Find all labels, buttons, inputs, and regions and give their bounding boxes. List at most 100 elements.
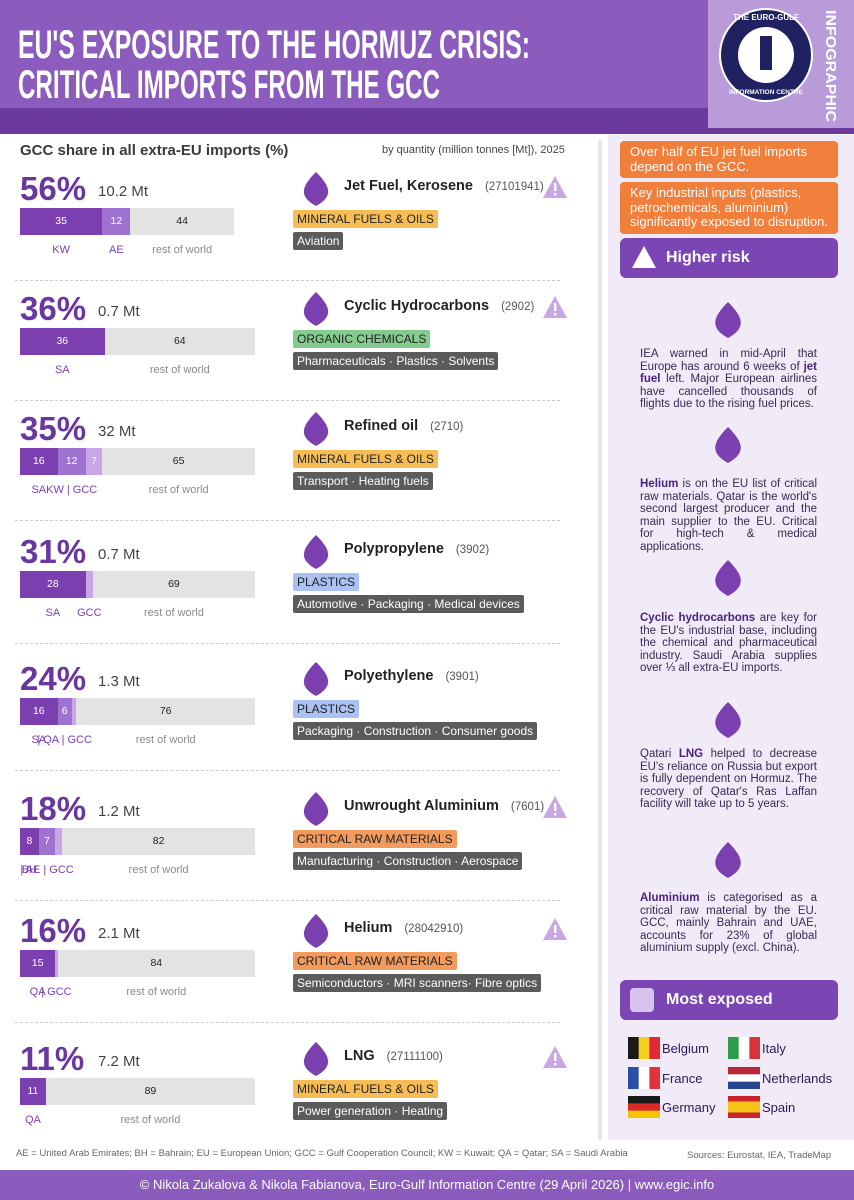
risk-text-bold: Helium xyxy=(640,478,679,490)
bar-segment xyxy=(85,571,93,598)
flag xyxy=(728,1096,760,1118)
category-tag: PLASTICS xyxy=(293,573,360,591)
bar-segment: 84 xyxy=(57,950,255,977)
risk-text-run: left. Major European airlines have cance… xyxy=(640,373,817,410)
title-line: EU'S EXPOSURE TO THE HORMUZ CRISIS: xyxy=(18,23,530,67)
risk-text-bold: LNG xyxy=(678,748,704,760)
flag-stripe xyxy=(638,1066,650,1089)
segment-caption: rest of world xyxy=(126,986,187,998)
category-tag: MINERAL FUELS & OILS xyxy=(293,1080,438,1098)
share: 18% xyxy=(20,790,87,827)
bar-segment: 6 xyxy=(57,698,72,725)
share: 35% xyxy=(20,410,87,447)
separator xyxy=(15,1022,560,1023)
warning-icon xyxy=(543,918,567,940)
bar-segment: 7 xyxy=(85,448,103,475)
icon xyxy=(303,535,329,569)
bar-segment: 16 xyxy=(20,698,58,725)
segment-label: 11 xyxy=(27,1085,39,1097)
segment-label: 89 xyxy=(144,1085,157,1097)
product-name: Jet Fuel, Kerosene xyxy=(344,178,473,194)
panel-heading: Most exposed xyxy=(620,980,838,1020)
bar-segment: 8 xyxy=(20,828,39,855)
separator xyxy=(15,280,560,281)
flag-stripe xyxy=(649,1037,660,1059)
quantity: 0.7 Mt xyxy=(98,303,140,320)
flag-stripe xyxy=(728,1107,760,1113)
flag-stripe xyxy=(649,1066,660,1089)
bar-segment: 16 xyxy=(20,448,58,475)
icon-shape xyxy=(715,842,741,878)
bar-segment: 15 xyxy=(20,950,56,977)
country: Netherlands xyxy=(762,1070,833,1086)
share: 36% xyxy=(20,290,87,327)
segment-label: 12 xyxy=(110,215,123,227)
icon-shape xyxy=(303,914,329,948)
flag-stripe xyxy=(638,1037,650,1059)
warning-mark xyxy=(554,193,557,196)
segment-caption: BH xyxy=(21,864,38,876)
icon xyxy=(715,702,741,738)
separator xyxy=(15,520,560,521)
icon-shape xyxy=(303,535,329,569)
risk-text-bold: Aluminium xyxy=(640,892,700,904)
quantity: 32 Mt xyxy=(98,423,136,440)
warning-mark xyxy=(554,1063,557,1066)
warning-mark xyxy=(554,813,557,816)
segment-label: 8 xyxy=(26,835,33,847)
segment-caption: rest of world xyxy=(152,244,213,256)
bar-segment: 69 xyxy=(92,571,255,598)
separator xyxy=(15,900,560,901)
icon-shape xyxy=(303,792,329,826)
product-code: (28042910) xyxy=(404,923,464,935)
credit: © Nikola Zukalova & Nikola Fabianova, Eu… xyxy=(139,1177,715,1192)
icon xyxy=(303,1042,329,1076)
flag xyxy=(628,1037,660,1059)
country: France xyxy=(662,1070,703,1086)
segment-caption: SA xyxy=(31,484,47,496)
category-tag: PLASTICS xyxy=(293,700,360,718)
segment-label: 84 xyxy=(150,957,163,969)
icon-shape xyxy=(303,172,329,206)
warning-icon xyxy=(543,176,567,198)
warning-icon xyxy=(543,1046,567,1068)
segment-caption: rest of world xyxy=(149,364,210,376)
warning-mark xyxy=(554,303,557,311)
segment-caption: QA xyxy=(24,1114,41,1126)
header: EU'S EXPOSURE TO THE HORMUZ CRISIS: CRIT… xyxy=(0,0,854,134)
product: Polyethylene (3901) xyxy=(344,668,479,684)
flag-stripe xyxy=(728,1066,760,1075)
flag xyxy=(628,1066,660,1089)
share: 31% xyxy=(20,533,87,570)
icon-shape xyxy=(715,560,741,596)
warning-mark xyxy=(554,1053,557,1061)
bar-segment: 64 xyxy=(104,328,255,355)
risk-text: IEA warned in mid-April that Europe has … xyxy=(640,348,817,411)
segment-label: 65 xyxy=(172,455,185,467)
product-name: Helium xyxy=(344,920,393,936)
panel-heading-text: Higher risk xyxy=(666,249,750,266)
category-tag: MINERAL FUELS & OILS xyxy=(293,210,438,228)
side-panel xyxy=(608,135,854,1143)
callout: Key industrial inputs (plastics, petroch… xyxy=(620,182,838,234)
logo-lighthouse xyxy=(760,36,772,70)
icon-shape xyxy=(715,702,741,738)
bar-segment xyxy=(55,950,58,977)
product: Polypropylene (3902) xyxy=(344,541,489,557)
bar-segment: 11 xyxy=(20,1078,46,1105)
segment-caption: rest of world xyxy=(120,1114,181,1126)
flag xyxy=(728,1066,760,1089)
segment-caption: KW | GCC xyxy=(46,484,98,496)
warning-icon xyxy=(543,796,567,818)
product-code: (27101941) xyxy=(484,181,544,193)
product-code: (2710) xyxy=(430,421,464,433)
segment-label: 15 xyxy=(31,957,44,969)
panel-heading-text: Most exposed xyxy=(666,991,773,1008)
risk-text-run: is categorised as a critical raw materia… xyxy=(640,892,817,954)
flag-stripe xyxy=(728,1073,760,1082)
side-label: INFOGRAPHIC xyxy=(822,10,839,122)
product: Unwrought Aluminium (7601) xyxy=(344,798,544,814)
segment-label: 35 xyxy=(55,215,67,227)
bar-segment: 76 xyxy=(76,698,255,725)
segment-label: 16 xyxy=(32,455,45,467)
